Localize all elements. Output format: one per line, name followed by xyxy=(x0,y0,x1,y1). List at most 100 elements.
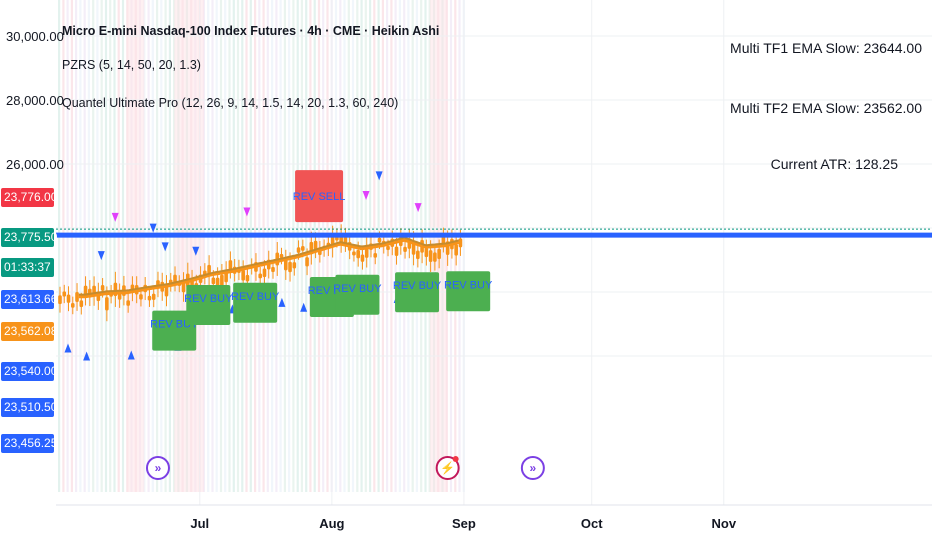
event-icons: » ⚡ » xyxy=(145,456,545,480)
candle-body xyxy=(262,268,267,278)
rev-buy-label: REV BUY xyxy=(184,293,233,305)
candle-body xyxy=(173,274,177,284)
session-stripe xyxy=(224,0,227,492)
session-background xyxy=(58,0,465,492)
rev-buy-box xyxy=(233,282,278,323)
session-stripe xyxy=(300,0,303,492)
session-stripe xyxy=(62,0,65,492)
candle-body xyxy=(62,291,67,297)
session-stripe xyxy=(236,0,240,492)
signal-triangle xyxy=(300,302,308,312)
candle-body xyxy=(245,274,250,282)
candle-body xyxy=(75,292,79,302)
session-stripe xyxy=(219,0,223,492)
candle-body xyxy=(360,254,365,262)
event-icon-glyph: » xyxy=(155,461,162,475)
price-badge: 23,776.00 xyxy=(1,188,57,207)
rev-buy-label: REV BUY xyxy=(444,279,493,291)
session-stripe xyxy=(75,0,78,492)
candle-body xyxy=(105,297,109,311)
session-stripe xyxy=(168,0,171,492)
session-stripe xyxy=(211,0,214,492)
session-stripe xyxy=(96,0,99,492)
candle-body xyxy=(394,246,399,256)
session-stripe xyxy=(126,0,129,492)
indicator-pzrs[interactable]: PZRS (5, 14, 50, 20, 1.3) xyxy=(62,58,201,72)
time-tick-label: Sep xyxy=(452,516,476,531)
session-stripe xyxy=(245,0,248,492)
candle-body xyxy=(305,257,309,267)
candle-body xyxy=(66,294,71,303)
session-stripe xyxy=(254,0,257,492)
info-atr: Current ATR: 128.25 xyxy=(770,156,898,172)
session-stripe xyxy=(160,0,163,492)
signal-triangle xyxy=(414,203,422,213)
price-badge: 23,562.08 xyxy=(1,322,57,341)
candle-body xyxy=(301,246,305,251)
rev-buy-box xyxy=(446,271,491,312)
session-stripe xyxy=(283,0,286,492)
session-stripe xyxy=(104,0,108,492)
session-stripe xyxy=(207,0,210,492)
rev-buy-box xyxy=(152,310,197,351)
pink-zone xyxy=(174,0,205,492)
time-tick-label: Nov xyxy=(711,516,736,531)
session-stripe xyxy=(70,0,73,492)
candle-body xyxy=(377,237,382,243)
candle-body xyxy=(296,247,301,253)
session-stripe xyxy=(398,0,401,492)
ema-line-2 xyxy=(78,236,460,296)
session-stripe xyxy=(339,0,342,492)
candle-body xyxy=(343,235,348,244)
candle-body xyxy=(288,261,292,273)
price-badge: 23,510.50 xyxy=(1,398,57,417)
event-icon xyxy=(435,456,460,480)
candle-body xyxy=(283,259,288,271)
signal-triangle xyxy=(83,351,91,361)
rev-buy-box xyxy=(186,285,231,326)
session-stripe xyxy=(415,0,418,492)
price-tick-label: 30,000.00 xyxy=(6,29,64,44)
time-tick-label: Jul xyxy=(190,516,209,531)
candle-body xyxy=(220,274,224,288)
session-stripe xyxy=(100,0,103,492)
candle-body xyxy=(403,246,407,253)
session-stripe xyxy=(79,0,82,492)
indicator-quantel[interactable]: Quantel Ultimate Pro (12, 26, 9, 14, 1.5… xyxy=(62,96,399,110)
axes: 30,000.00 28,000.00 26,000.00 Jul Aug Sep Oct N… xyxy=(6,29,932,531)
signal-triangle xyxy=(362,190,370,200)
candle-body xyxy=(79,300,84,308)
candle-body xyxy=(373,253,378,258)
session-stripe xyxy=(173,0,176,492)
grid xyxy=(56,0,932,505)
time-tick-label: Aug xyxy=(319,516,344,531)
signal-triangle xyxy=(111,212,119,222)
signal-triangle xyxy=(64,343,72,353)
candle-body xyxy=(386,245,390,251)
candle-body xyxy=(70,303,75,308)
session-stripe xyxy=(117,0,120,492)
event-icon xyxy=(145,456,170,480)
candle-body xyxy=(352,251,356,256)
candle-body xyxy=(454,244,458,256)
event-icon-glyph: ⚡ xyxy=(440,461,455,475)
info-tf1-ema: Multi TF1 EMA Slow: 23644.00 xyxy=(730,40,922,56)
candle-body xyxy=(313,240,318,250)
session-stripe xyxy=(271,0,274,492)
ema-line-1 xyxy=(78,238,460,299)
candle-body xyxy=(151,293,156,300)
rev-buy-label: REV BUY xyxy=(333,283,382,295)
rev-buy-label: REV BUY xyxy=(231,291,280,303)
rev-buy-box xyxy=(395,272,440,313)
signal-triangle xyxy=(243,207,251,217)
candle-body xyxy=(356,249,360,259)
session-stripe xyxy=(262,0,265,492)
session-stripe xyxy=(58,0,61,492)
session-stripe xyxy=(66,0,69,492)
price-tick-label: 26,000.00 xyxy=(6,157,64,172)
candle-body xyxy=(241,269,245,281)
price-badge: 23,540.00 xyxy=(1,362,57,381)
